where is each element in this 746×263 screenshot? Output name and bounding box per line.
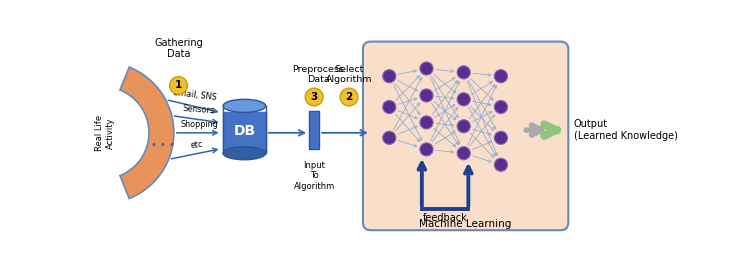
Text: Preprocess
Data: Preprocess Data bbox=[292, 65, 344, 84]
Circle shape bbox=[420, 62, 433, 75]
Text: Output
(Learned Knowledge): Output (Learned Knowledge) bbox=[574, 119, 677, 141]
Circle shape bbox=[420, 89, 433, 102]
Text: Machine Learning: Machine Learning bbox=[419, 219, 512, 229]
Circle shape bbox=[420, 116, 433, 129]
Circle shape bbox=[457, 66, 470, 79]
Text: etc: etc bbox=[190, 140, 204, 150]
Circle shape bbox=[457, 147, 470, 160]
Bar bbox=[309, 111, 319, 149]
Circle shape bbox=[495, 100, 507, 114]
Ellipse shape bbox=[223, 99, 266, 112]
Circle shape bbox=[420, 143, 433, 156]
Circle shape bbox=[383, 70, 396, 83]
Circle shape bbox=[383, 100, 396, 114]
Circle shape bbox=[305, 88, 323, 106]
Text: Sensors: Sensors bbox=[182, 104, 214, 115]
Text: Select
Algorithm: Select Algorithm bbox=[326, 65, 372, 84]
Circle shape bbox=[495, 70, 507, 83]
Circle shape bbox=[383, 131, 396, 144]
Text: feedback: feedback bbox=[423, 213, 468, 222]
Ellipse shape bbox=[223, 147, 266, 160]
Bar bbox=[223, 112, 266, 153]
Text: Real Life
Activity: Real Life Activity bbox=[95, 115, 115, 151]
Text: Email, SNS: Email, SNS bbox=[173, 88, 217, 102]
Circle shape bbox=[457, 120, 470, 133]
Text: Shopping: Shopping bbox=[181, 120, 218, 129]
Text: • • •: • • • bbox=[151, 140, 175, 150]
Text: 1: 1 bbox=[175, 80, 182, 90]
Text: 2: 2 bbox=[345, 92, 353, 102]
Text: Gathering
Data: Gathering Data bbox=[154, 38, 203, 59]
Wedge shape bbox=[120, 67, 174, 199]
Circle shape bbox=[340, 88, 358, 106]
Circle shape bbox=[495, 131, 507, 144]
Circle shape bbox=[457, 93, 470, 106]
Circle shape bbox=[169, 77, 187, 94]
FancyBboxPatch shape bbox=[363, 42, 568, 230]
Text: DB: DB bbox=[233, 124, 255, 138]
Circle shape bbox=[495, 158, 507, 171]
Text: Input
To
Algorithm: Input To Algorithm bbox=[293, 161, 335, 191]
Text: 3: 3 bbox=[310, 92, 318, 102]
